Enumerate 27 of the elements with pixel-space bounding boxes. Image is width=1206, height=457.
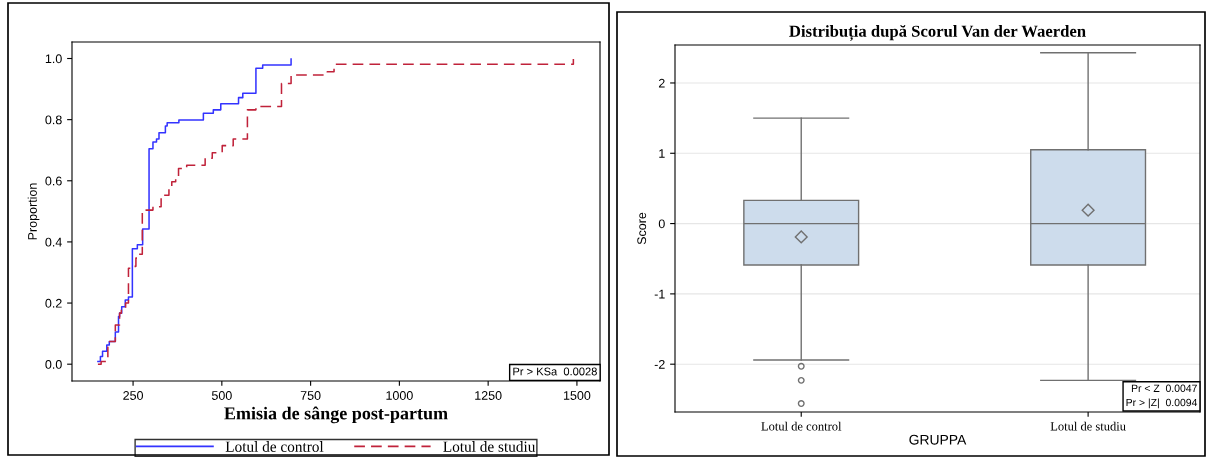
chart-title: Distribuția după Scorul Van der Waerden (789, 24, 1086, 41)
x-tick-label: 500 (211, 391, 232, 400)
annotation: Pr < Z 0.0047 (1131, 384, 1197, 392)
annotation: Pr > KSa 0.0028 (513, 367, 597, 376)
y-tick-label: 0 (658, 219, 665, 229)
legend-label: Lotul de control (225, 441, 324, 452)
x-tick-label: 1250 (475, 391, 502, 400)
x-tick-label: 1500 (563, 391, 591, 400)
x-tick-label: 250 (123, 391, 144, 400)
x-axis-title: Emisia de sânge post-partum (224, 406, 448, 424)
y-tick-label: 0.6 (45, 176, 62, 186)
y-tick-label: 0.8 (45, 115, 62, 125)
legend-label: Lotul de studiu (443, 441, 536, 452)
y-tick-label: 2 (658, 78, 665, 88)
y-tick-label: 1.0 (45, 54, 62, 64)
x-tick-label: 1000 (386, 391, 413, 400)
y-tick-label: -2 (654, 359, 665, 369)
y-tick-label: -1 (654, 289, 665, 299)
y-tick-label: 1 (659, 149, 665, 158)
annotation: Pr > |Z| 0.0094 (1126, 398, 1198, 409)
y-axis-title: Score (637, 212, 647, 245)
y-axis-title: Proportion (27, 183, 40, 240)
x-axis-title: GRUPPA (909, 434, 967, 445)
x-tick-label: 750 (300, 391, 321, 400)
y-tick-label: 0.2 (45, 298, 62, 308)
y-tick-label: 0.0 (45, 359, 62, 369)
y-tick-label: 0.4 (45, 237, 62, 247)
